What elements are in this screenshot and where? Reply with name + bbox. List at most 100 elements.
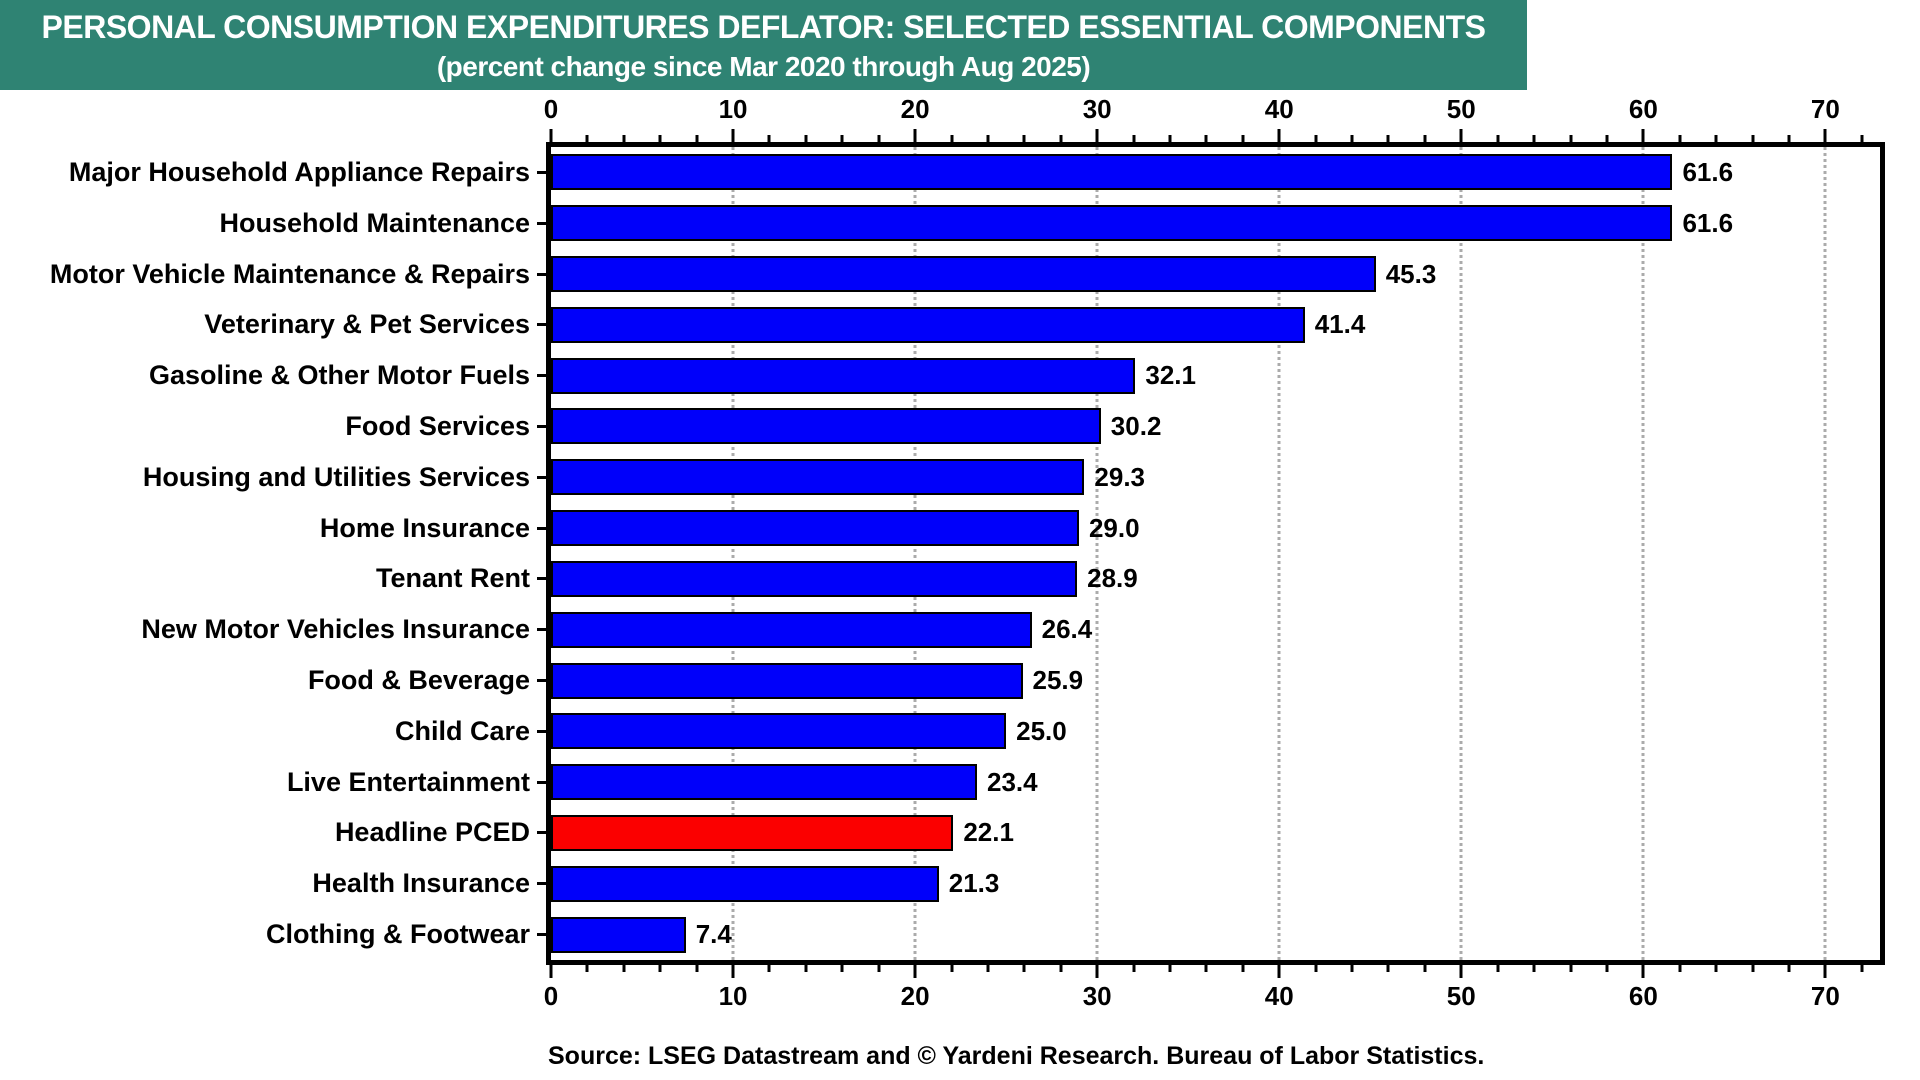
minor-tick <box>986 965 990 972</box>
minor-tick <box>1423 135 1427 142</box>
bar-row: 28.9 <box>551 554 1880 605</box>
category-label: Household Maintenance <box>219 207 530 238</box>
bar-value-label: 45.3 <box>1385 258 1437 289</box>
minor-tick <box>877 965 881 972</box>
minor-tick <box>840 135 844 142</box>
bar <box>551 408 1101 445</box>
minor-tick <box>1350 965 1354 972</box>
category-tick <box>537 221 546 225</box>
gridline-30 <box>1095 147 1099 960</box>
category-row: Headline PCED <box>0 808 546 859</box>
bar-value-label: 26.4 <box>1041 614 1093 645</box>
category-label: Headline PCED <box>334 817 530 848</box>
category-tick <box>537 882 546 886</box>
axis-tick-label: 70 <box>1810 981 1840 1011</box>
minor-tick <box>1350 135 1354 142</box>
axis-tick-label: 0 <box>543 94 559 124</box>
gridline-20 <box>913 147 917 960</box>
category-label: Gasoline & Other Motor Fuels <box>148 360 530 391</box>
minor-tick <box>658 135 662 142</box>
bar-row: 23.4 <box>551 757 1880 808</box>
minor-tick <box>1241 965 1245 972</box>
bar-row: 21.3 <box>551 858 1880 909</box>
category-tick <box>537 424 546 428</box>
major-tick <box>1095 965 1099 978</box>
minor-tick <box>1714 135 1718 142</box>
category-tick <box>537 729 546 733</box>
category-row: Home Insurance <box>0 503 546 554</box>
major-tick <box>1641 129 1645 142</box>
category-tick <box>537 272 546 276</box>
category-label: Housing and Utilities Services <box>142 461 530 492</box>
minor-tick <box>950 135 954 142</box>
minor-tick <box>585 135 589 142</box>
bar-row: 25.9 <box>551 655 1880 706</box>
bar-value-label: 30.2 <box>1110 410 1162 441</box>
bar-value-label: 25.0 <box>1016 715 1067 746</box>
category-label: Food Services <box>345 410 530 441</box>
minor-tick <box>1059 965 1063 972</box>
minor-tick <box>1204 135 1208 142</box>
minor-tick <box>1204 965 1208 972</box>
major-tick <box>1277 129 1281 142</box>
category-label: Major Household Appliance Repairs <box>68 156 530 187</box>
bar <box>551 154 1673 191</box>
minor-tick <box>1605 135 1609 142</box>
minor-tick <box>986 135 990 142</box>
major-tick <box>1277 965 1281 978</box>
category-row: Food Services <box>0 401 546 452</box>
minor-tick <box>1569 965 1572 972</box>
minor-tick <box>1386 135 1390 142</box>
minor-tick <box>1751 965 1755 972</box>
minor-tick <box>1569 135 1572 142</box>
bar-row: 29.3 <box>551 452 1880 503</box>
bar-value-label: 22.1 <box>963 817 1014 848</box>
bar <box>551 916 686 953</box>
minor-tick <box>622 965 626 972</box>
bar-row: 61.6 <box>551 198 1880 249</box>
bar <box>551 764 977 801</box>
bar-row: 41.4 <box>551 299 1880 350</box>
minor-tick <box>1532 135 1536 142</box>
category-row: New Motor Vehicles Insurance <box>0 604 546 655</box>
gridline-50 <box>1459 147 1463 960</box>
plot-area: 61.6 61.6 45.3 41.4 32.1 30.2 29.3 29.0 28.9 26.4… <box>546 142 1885 965</box>
axis-tick-label: 10 <box>718 94 748 124</box>
category-label: Veterinary & Pet Services <box>204 309 530 340</box>
category-row: Live Entertainment <box>0 757 546 808</box>
bar-value-label: 25.9 <box>1032 665 1084 696</box>
gridline-40 <box>1277 147 1281 960</box>
major-tick <box>549 965 553 978</box>
minor-tick <box>1423 965 1427 972</box>
bar-row: 45.3 <box>551 249 1880 300</box>
minor-tick <box>1860 965 1864 972</box>
category-row: Tenant Rent <box>0 554 546 605</box>
bar-highlight <box>551 814 954 851</box>
bar <box>551 662 1023 699</box>
bar-value-label: 41.4 <box>1314 309 1366 340</box>
minor-tick <box>1386 965 1390 972</box>
chart-title: PERSONAL CONSUMPTION EXPENDITURES DEFLAT… <box>41 9 1486 45</box>
minor-tick <box>1714 965 1718 972</box>
category-tick <box>537 374 546 378</box>
bar-value-label: 29.0 <box>1088 512 1140 543</box>
category-tick <box>537 628 546 632</box>
minor-tick <box>767 965 771 972</box>
axis-tick-label: 20 <box>900 94 930 124</box>
axis-tick-label: 10 <box>718 981 748 1011</box>
minor-tick <box>1496 135 1500 142</box>
bar <box>551 357 1136 394</box>
minor-tick <box>877 135 881 142</box>
category-label: Health Insurance <box>312 868 530 899</box>
minor-tick <box>1860 135 1864 142</box>
category-tick <box>537 323 546 327</box>
minor-tick <box>1787 135 1791 142</box>
minor-tick <box>1605 965 1609 972</box>
category-row: Housing and Utilities Services <box>0 452 546 503</box>
bar-value-label: 23.4 <box>987 766 1038 797</box>
category-tick <box>537 577 546 581</box>
bar <box>551 256 1376 293</box>
minor-tick <box>804 965 808 972</box>
bar <box>551 865 939 902</box>
category-row: Gasoline & Other Motor Fuels <box>0 350 546 401</box>
